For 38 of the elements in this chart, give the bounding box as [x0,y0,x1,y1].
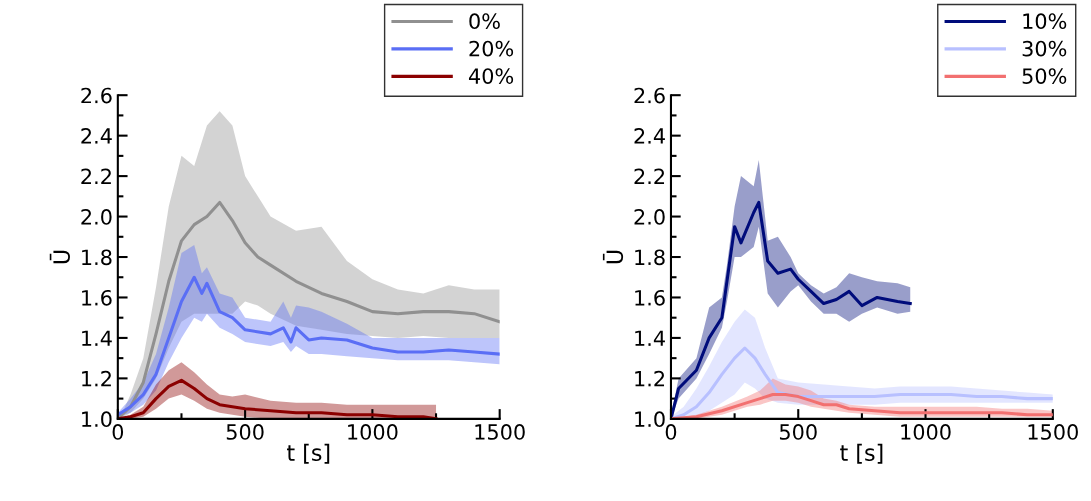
x-tick-label: 500 [226,424,264,440]
y-tick-label: 1.8 [82,249,112,266]
y-axis-title: Ū [602,250,624,264]
y-tick-label: 2.2 [81,168,111,185]
y-tick-label: 2.0 [81,209,112,225]
y-tick-label: 1.6 [82,289,112,306]
legend-label: 0% [469,13,500,30]
x-axis-title: t [s] [840,443,883,464]
x-tick-label: 1000 [348,424,398,440]
legend-label: 30% [1022,40,1067,57]
y-tick-label: 1.4 [635,330,665,346]
legend-label: 20% [469,40,514,57]
x-tick-label: 0 [112,424,124,440]
y-tick-label: 2.4 [81,128,112,144]
y-tick-label: 1.8 [635,249,665,266]
y-tick-label: 1.0 [82,411,112,428]
x-tick-label: 500 [779,424,817,440]
y-tick-label: 2.6 [81,87,112,104]
x-axis-title: t [s] [287,443,330,464]
y-tick-label: 2.0 [634,209,665,225]
x-tick-label: 1500 [1028,424,1078,440]
y-tick-label: 2.4 [634,128,665,144]
y-tick-label: 2.2 [634,168,665,185]
y-axis-title: Ū [49,250,70,264]
legend-label: 40% [468,68,514,84]
y-tick-label: 1.4 [82,330,112,346]
line-series [670,200,912,419]
x-tick-label: 0 [665,424,677,440]
y-tick-label: 1.0 [635,411,665,428]
y-tick-label: 1.2 [635,370,665,387]
x-tick-label: 1500 [475,424,525,440]
legend-label: 10% [1023,13,1067,30]
line-series [117,378,438,419]
y-tick-label: 1.6 [635,289,665,306]
x-tick-label: 1000 [901,424,951,440]
y-tick-label: 2.6 [634,87,665,104]
y-tick-label: 1.2 [82,370,111,387]
legend-label: 50% [1022,68,1067,84]
